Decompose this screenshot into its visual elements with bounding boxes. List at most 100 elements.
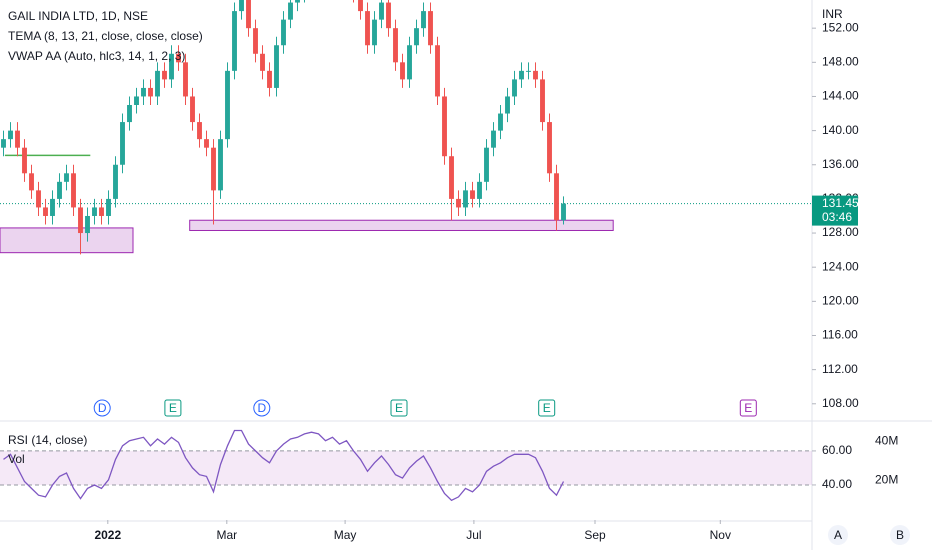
y-tick-label: 144.00	[822, 89, 859, 103]
candle-body	[169, 53, 174, 80]
candle-body	[379, 2, 384, 20]
candle-body	[533, 70, 538, 80]
volume-tick-label: 40M	[875, 433, 898, 447]
candle-body	[85, 215, 90, 234]
candle-body	[267, 70, 272, 88]
candle-body	[428, 11, 433, 46]
candle-body	[372, 19, 377, 46]
candle-body	[43, 207, 48, 216]
candle-body	[197, 122, 202, 140]
support-zone	[0, 227, 134, 254]
candle-body	[386, 2, 391, 29]
event-label: E	[543, 401, 551, 415]
candle-body	[484, 147, 489, 182]
y-tick-label: 120.00	[822, 294, 859, 308]
volume-tick-label: 20M	[875, 473, 898, 487]
y-tick-label: 108.00	[822, 396, 859, 410]
rsi-tick-label: 60.00	[822, 443, 852, 457]
last-price-badge	[812, 195, 858, 226]
candle-body	[64, 173, 69, 182]
symbol-title: GAIL INDIA LTD, 1D, NSE	[8, 9, 148, 23]
candle-body	[540, 79, 545, 123]
candle-body	[505, 96, 510, 114]
y-tick-label: 116.00	[822, 328, 858, 342]
event-marker	[93, 399, 111, 417]
candle-body	[295, 0, 300, 3]
candle-body	[148, 87, 153, 97]
candle-body	[260, 53, 265, 71]
rsi-line	[3, 429, 565, 502]
candle-body	[22, 147, 27, 174]
candle-body	[288, 2, 293, 20]
y-tick-label: 128.00	[822, 225, 859, 239]
candle-body	[554, 173, 559, 221]
candle-body	[134, 96, 139, 105]
x-tick-label: Nov	[710, 528, 731, 542]
candle-body	[449, 156, 454, 199]
candle-body	[106, 198, 111, 216]
event-label: E	[169, 401, 177, 415]
y-tick-label: 152.00	[822, 20, 859, 34]
candle-body	[155, 70, 160, 97]
button-label[interactable]: A	[834, 528, 842, 542]
candle-body	[358, 0, 363, 12]
candle-body	[470, 190, 475, 199]
event-marker	[164, 399, 182, 417]
candle-body	[442, 96, 447, 157]
candle-body	[281, 19, 286, 46]
event-label: D	[98, 401, 107, 415]
candle-body	[561, 203, 566, 221]
candle-body	[8, 130, 13, 140]
candle-body	[78, 207, 83, 234]
support-zone	[189, 219, 614, 231]
x-tick-label: May	[334, 528, 357, 542]
candle-body	[190, 96, 195, 123]
candle-body	[421, 11, 426, 29]
y-tick-label: 136.00	[822, 157, 859, 171]
candle-body	[246, 0, 251, 29]
event-label: E	[744, 401, 752, 415]
last-price-label: 131.45	[822, 196, 859, 210]
button-label[interactable]: B	[896, 528, 904, 542]
candle-body	[414, 28, 419, 46]
candle-body	[113, 164, 118, 199]
indicator-label: TEMA (8, 13, 21, close, close, close)	[8, 29, 203, 43]
candle-body	[407, 45, 412, 80]
y-tick-label: 148.00	[822, 54, 859, 68]
y-tick-label: 124.00	[822, 259, 859, 273]
y-tick-label: 112.00	[822, 362, 858, 376]
candle-body	[92, 207, 97, 216]
candle-body	[456, 198, 461, 208]
event-marker	[538, 399, 556, 417]
candle-body	[50, 198, 55, 216]
volume-title: Vol	[8, 452, 25, 466]
x-tick-label: Mar	[216, 528, 237, 542]
candle-body	[15, 130, 20, 148]
candle-body	[183, 62, 188, 97]
candle-body	[36, 190, 41, 208]
event-label: D	[257, 401, 266, 415]
candle-body	[162, 70, 167, 80]
candle-body	[127, 105, 132, 123]
candle-body	[99, 207, 104, 216]
y-tick-label: 140.00	[822, 123, 859, 137]
candle-body	[393, 28, 398, 63]
button-bg[interactable]	[890, 525, 910, 545]
candle-body	[435, 45, 440, 97]
candle-body	[239, 0, 244, 12]
candle-body	[204, 139, 209, 148]
button-bg[interactable]	[828, 525, 848, 545]
candle-body	[218, 139, 223, 191]
x-tick-label: Sep	[584, 528, 606, 542]
candle-body	[232, 11, 237, 71]
candle-body	[141, 87, 146, 97]
event-marker	[390, 399, 408, 417]
candle-body	[526, 70, 531, 72]
candle-body	[498, 113, 503, 131]
candle-body	[365, 11, 370, 46]
candle-body	[547, 122, 552, 174]
candle-body	[491, 130, 496, 148]
